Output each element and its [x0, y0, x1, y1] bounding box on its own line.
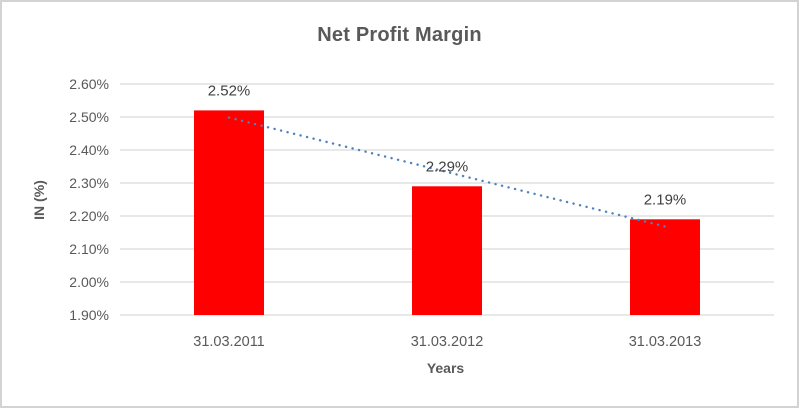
x-axis-title: Years [426, 360, 465, 376]
x-tick-label-1: 31.03.2012 [411, 334, 484, 350]
bar-2 [630, 219, 700, 315]
bar-0 [194, 110, 264, 316]
y-tick-label: 2.60% [69, 76, 109, 92]
y-tick-label: 2.00% [69, 274, 109, 290]
chart-title: Net Profit Margin [317, 24, 482, 46]
y-tick-label: 1.90% [69, 307, 109, 323]
y-tick-label: 2.20% [69, 208, 109, 224]
y-tick-label: 2.50% [69, 109, 109, 125]
x-tick-label-2: 31.03.2013 [629, 334, 702, 350]
data-label-1: 2.29% [426, 158, 469, 175]
x-tick-label-0: 31.03.2011 [193, 334, 265, 350]
y-tick-label: 2.30% [69, 175, 109, 191]
data-label-0: 2.52% [208, 82, 251, 99]
y-tick-label: 2.10% [69, 241, 109, 257]
y-tick-label: 2.40% [69, 142, 109, 158]
trendline [227, 116, 667, 228]
data-label-2: 2.19% [644, 191, 687, 208]
bar-1 [412, 186, 482, 315]
